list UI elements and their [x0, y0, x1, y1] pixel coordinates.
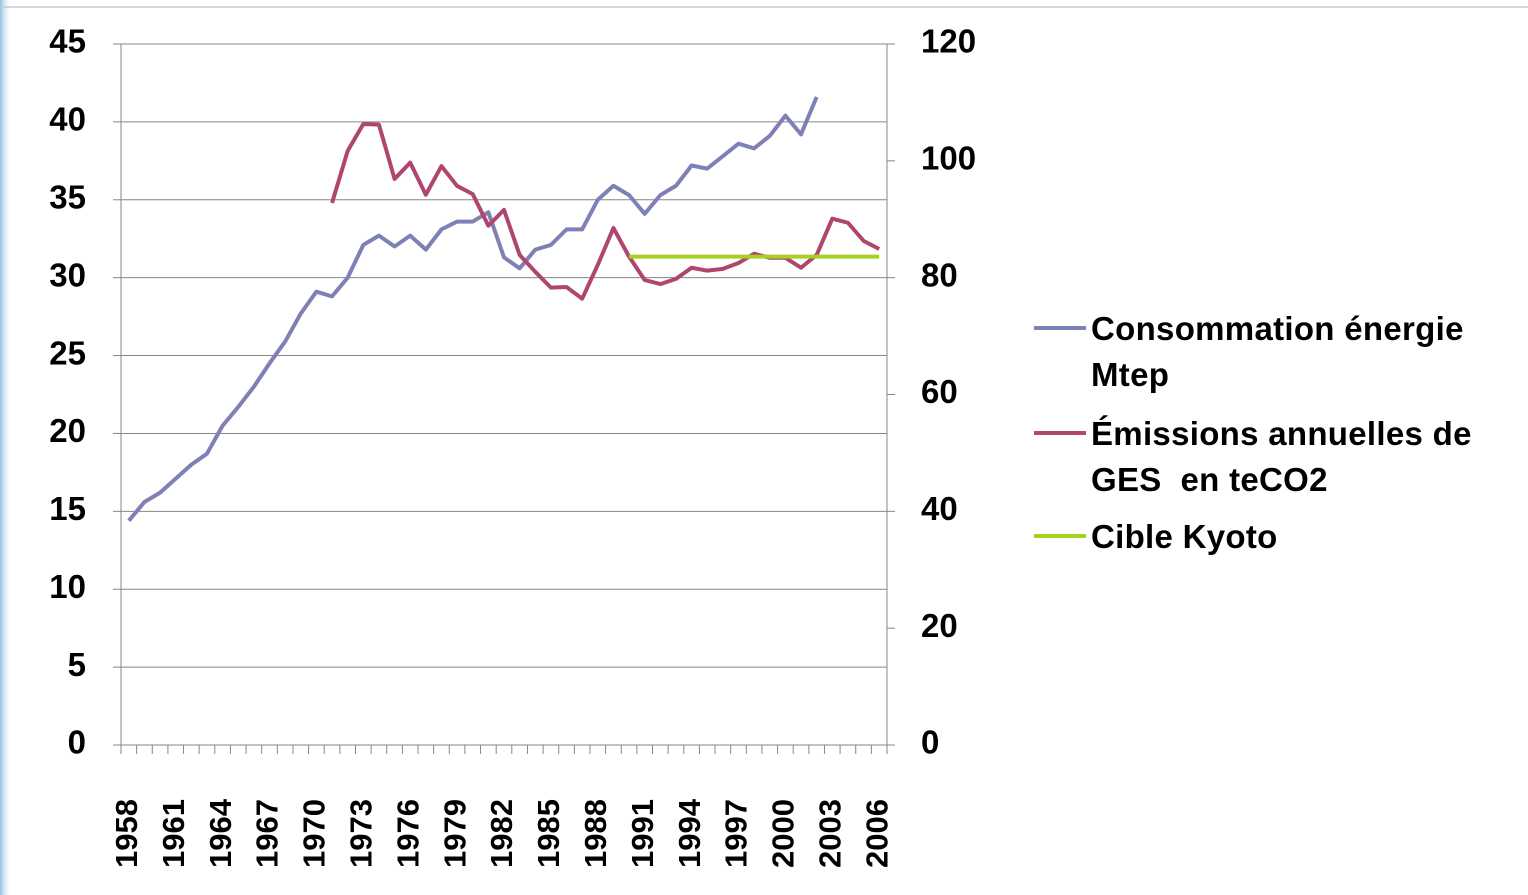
x-tick-label: 1964 [203, 798, 238, 868]
series-line [127, 96, 819, 522]
y-tick-label: 30 [49, 256, 86, 293]
y2-tick-label: 0 [921, 724, 939, 761]
y2-tick-label: 60 [921, 373, 958, 410]
y2-tick-label: 100 [921, 140, 976, 177]
y-tick-label: 35 [49, 178, 86, 215]
x-tick-label: 1976 [390, 799, 425, 868]
x-tick-label: 1982 [484, 799, 519, 868]
x-tick-label: 1988 [578, 799, 613, 868]
y-tick-label: 45 [49, 23, 86, 60]
y2-tick-label: 80 [921, 256, 958, 293]
legend-label: Consommation énergie Mtep [1091, 310, 1474, 393]
x-tick-label: 1979 [437, 799, 472, 868]
x-tick-label: 1958 [109, 799, 144, 868]
y-tick-label: 20 [49, 412, 86, 449]
y-tick-label: 10 [49, 568, 86, 605]
series-line [330, 122, 881, 301]
y2-tick-label: 20 [921, 607, 958, 644]
y-tick-label: 0 [68, 724, 86, 761]
legend-label: Cible Kyoto [1091, 518, 1278, 555]
y-tick-label: 5 [68, 646, 86, 683]
y2-tick-label: 120 [921, 23, 976, 60]
edge-decoration [0, 0, 12, 895]
x-tick-label: 1994 [672, 798, 707, 868]
x-tick-label: 1991 [625, 799, 660, 868]
legend-label: Émissions annuelles de GES en teCO2 [1091, 415, 1482, 498]
x-tick-label: 1985 [531, 799, 566, 868]
y2-tick-label: 40 [921, 490, 958, 527]
x-tick-label: 1997 [719, 799, 754, 868]
x-tick-label: 1961 [156, 799, 191, 868]
x-tick-label: 1973 [343, 799, 378, 868]
y-tick-label: 40 [49, 101, 86, 138]
x-tick-label: 1967 [250, 799, 285, 868]
x-tick-label: 2006 [859, 799, 894, 868]
x-tick-label: 2003 [812, 799, 847, 868]
y-tick-label: 15 [49, 490, 86, 527]
x-tick-label: 2000 [766, 799, 801, 868]
y-tick-label: 25 [49, 334, 86, 371]
x-tick-label: 1970 [297, 799, 332, 868]
